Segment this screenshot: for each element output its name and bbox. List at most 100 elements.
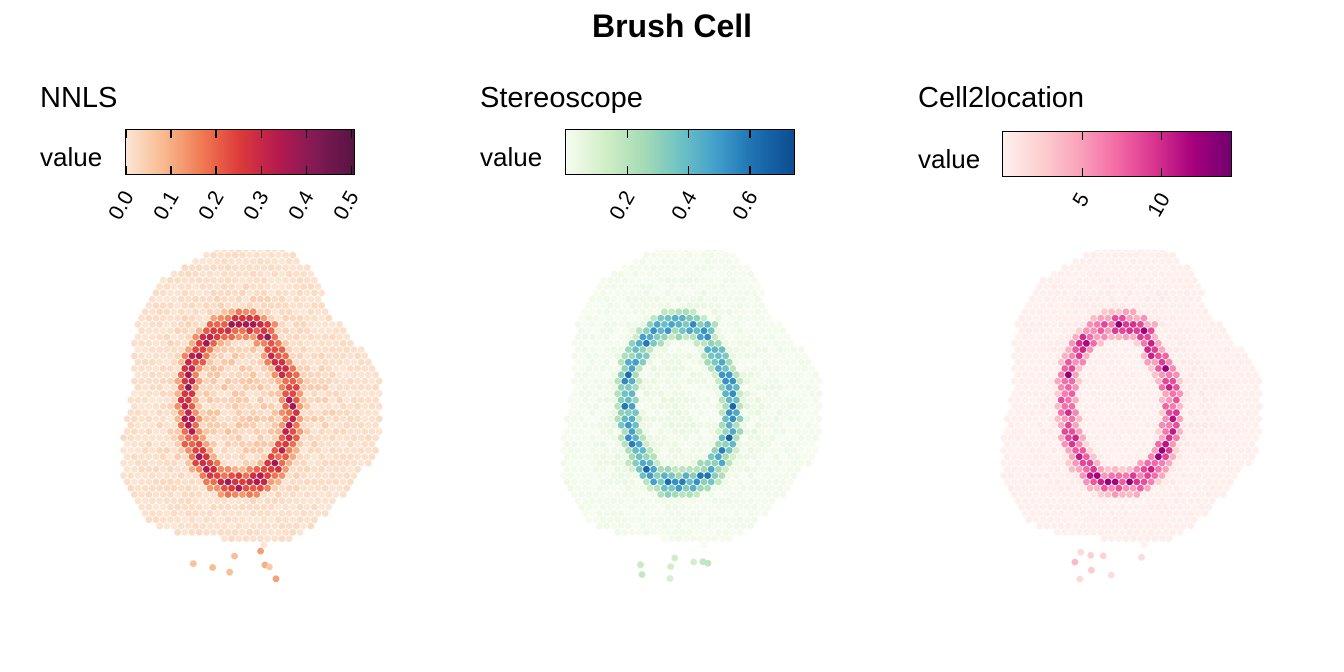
- spot: [185, 308, 192, 316]
- spot: [783, 396, 791, 404]
- spot: [1155, 516, 1162, 524]
- spot: [646, 321, 654, 328]
- spot: [1090, 339, 1097, 347]
- spot: [285, 535, 293, 542]
- spot: [307, 434, 315, 442]
- spot: [1093, 308, 1101, 316]
- spot: [589, 321, 596, 328]
- spot: [1158, 409, 1166, 416]
- spot: [206, 497, 214, 505]
- spot: [1090, 264, 1097, 272]
- spot: [592, 516, 600, 524]
- spot: [733, 384, 740, 391]
- spot: [217, 264, 225, 272]
- spot: [228, 522, 236, 530]
- spot: [249, 346, 257, 353]
- spot: [357, 421, 365, 429]
- spot: [1133, 491, 1141, 498]
- spot: [1133, 302, 1141, 309]
- spot: [747, 510, 755, 517]
- spot: [743, 440, 751, 448]
- spot: [1162, 491, 1169, 498]
- spot: [733, 447, 740, 454]
- spot: [339, 428, 347, 435]
- spot: [1065, 434, 1072, 442]
- spot: [787, 352, 794, 360]
- spot: [311, 440, 318, 448]
- spot: [643, 377, 650, 385]
- spot: [783, 371, 791, 379]
- spot: [776, 447, 783, 454]
- spot: [610, 321, 618, 328]
- spot: [661, 346, 668, 353]
- spot: [181, 352, 189, 360]
- spot: [625, 384, 632, 391]
- spot: [751, 440, 758, 448]
- spot: [679, 251, 686, 259]
- spot: [1093, 484, 1101, 492]
- spot: [722, 402, 729, 410]
- spot: [1151, 421, 1159, 429]
- spot: [325, 453, 333, 461]
- spot: [145, 478, 153, 486]
- spot: [682, 250, 690, 253]
- spot: [1169, 276, 1177, 284]
- spot: [293, 484, 300, 492]
- spot: [1079, 258, 1087, 265]
- spot: [571, 365, 578, 372]
- spot: [787, 440, 794, 448]
- spot: [195, 503, 203, 511]
- spot: [311, 503, 318, 511]
- spot: [1043, 522, 1051, 530]
- spot: [581, 472, 589, 479]
- spot: [1227, 478, 1234, 486]
- spot: [192, 497, 200, 505]
- spot: [581, 447, 589, 454]
- spot: [751, 402, 758, 410]
- spot: [740, 283, 747, 290]
- spot: [1050, 472, 1058, 479]
- spot: [1097, 264, 1105, 272]
- spot: [571, 402, 578, 410]
- spot: [260, 428, 268, 435]
- spot: [1162, 402, 1169, 410]
- spot: [639, 421, 647, 429]
- spot: [1111, 465, 1119, 473]
- spot: [1137, 333, 1144, 341]
- spot: [686, 339, 693, 347]
- spot: [718, 484, 726, 492]
- spot: [596, 283, 603, 290]
- spot: [1129, 421, 1137, 429]
- spot: [1086, 384, 1094, 391]
- spot: [210, 453, 218, 461]
- spot: [776, 472, 783, 479]
- spot: [296, 289, 304, 297]
- spot: [188, 289, 196, 297]
- spot: [1072, 447, 1079, 454]
- spot: [1039, 428, 1047, 435]
- spot: [632, 484, 639, 492]
- spot: [664, 302, 672, 309]
- spot: [170, 346, 178, 353]
- spot: [271, 409, 279, 416]
- spot: [246, 365, 254, 372]
- spot: [740, 434, 747, 442]
- spot: [794, 402, 801, 410]
- legend-title-nnls: value: [40, 142, 103, 172]
- spot: [1144, 358, 1151, 366]
- spot: [1126, 415, 1133, 423]
- spot: [1000, 434, 1007, 442]
- spot: [661, 472, 668, 479]
- spot: [1086, 510, 1094, 517]
- spot: [336, 472, 343, 479]
- spot: [625, 472, 632, 479]
- spot: [1039, 339, 1047, 347]
- spot: [736, 453, 744, 461]
- spot: [578, 478, 585, 486]
- spot: [610, 497, 618, 505]
- spot: [668, 321, 675, 328]
- spot: [138, 365, 146, 372]
- colorbar-tick-mark: [260, 130, 263, 138]
- spot: [736, 390, 744, 398]
- spot: [1165, 522, 1173, 530]
